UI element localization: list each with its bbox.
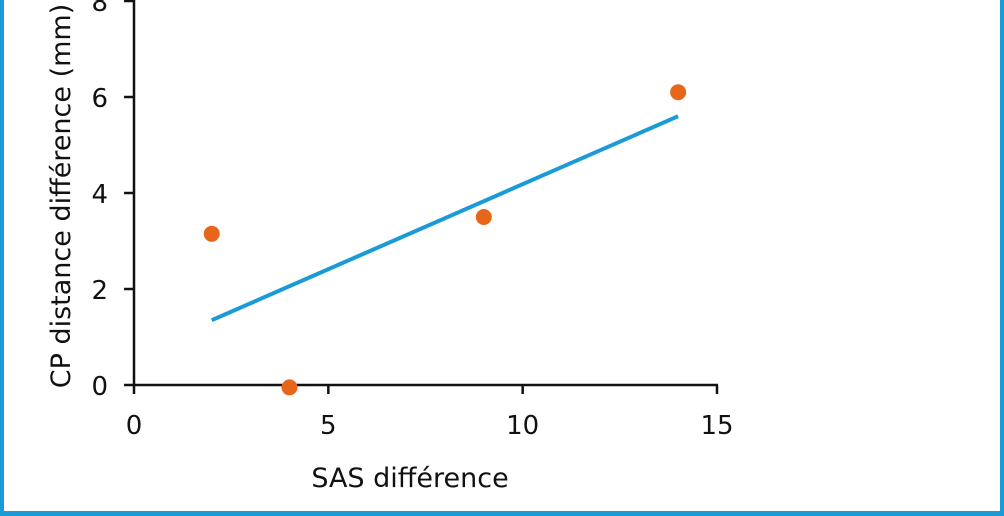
axes	[132, 0, 718, 387]
y-tick-label: 6	[91, 84, 108, 114]
tick-group: 0 5 10 15 0 2 4 6 8	[91, 0, 734, 441]
x-axis-label: SAS différence	[311, 463, 508, 494]
x-tick-label: 0	[126, 411, 143, 441]
data-point	[281, 379, 298, 396]
data-point	[670, 84, 687, 101]
x-tick-label: 10	[506, 411, 539, 441]
trendline	[210, 114, 679, 323]
x-tick-label: 5	[320, 411, 337, 441]
y-tick-label: 2	[91, 276, 108, 306]
x-tick-label: 15	[700, 411, 733, 441]
data-point	[475, 209, 492, 225]
y-axis-label: CP distance différence (mm)	[46, 4, 77, 389]
y-tick-label: 8	[91, 0, 108, 18]
data-point	[203, 225, 220, 242]
y-tick-label: 0	[91, 372, 108, 402]
scatter-chart: 0 5 10 15 0 2 4 6 8 SAS différence CP distance d…	[46, 0, 734, 494]
y-tick-label: 4	[91, 180, 108, 210]
trendline-group	[210, 114, 679, 323]
points-group	[203, 84, 687, 396]
